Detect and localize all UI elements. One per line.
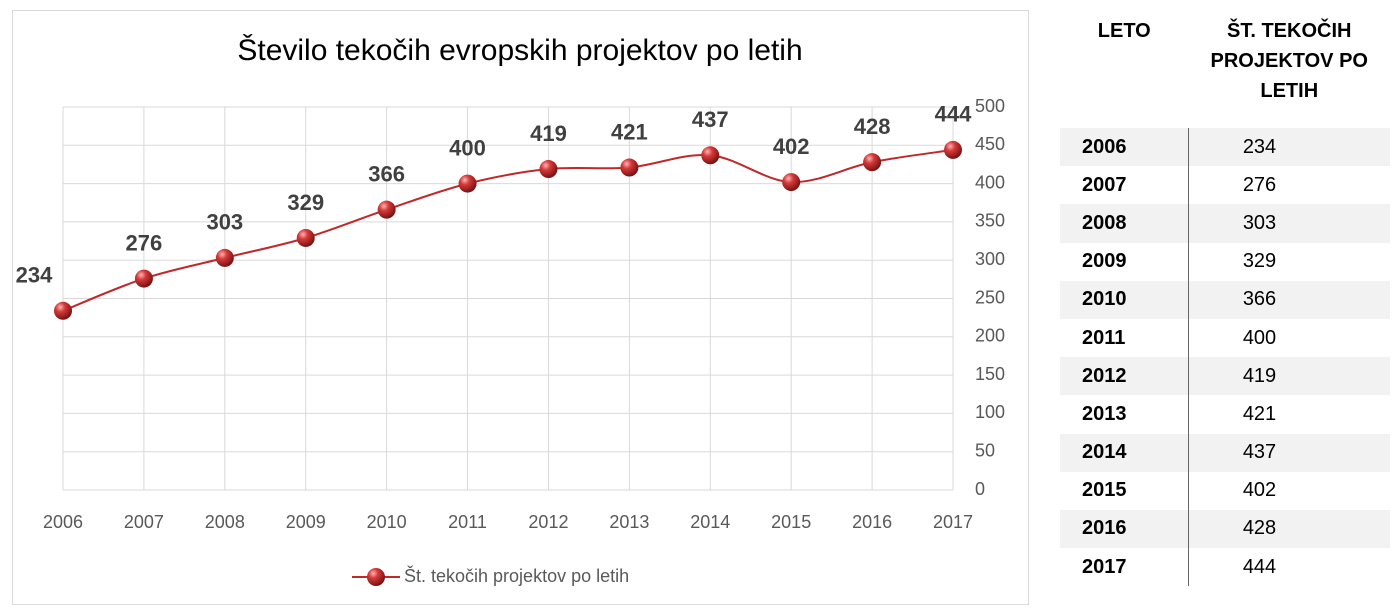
data-label: 303 — [206, 210, 243, 235]
table-row: 2012 419 — [1060, 357, 1390, 396]
table-row: 2014 437 — [1060, 433, 1390, 472]
table-cell: 421 — [1242, 402, 1277, 425]
x-tick-label: 2016 — [852, 512, 892, 532]
x-tick-label: 2014 — [690, 512, 730, 532]
table-cell: 2008 — [1060, 204, 1189, 243]
table-cell: 329 — [1242, 250, 1277, 273]
table-cell: 400 — [1242, 326, 1277, 349]
data-label: 400 — [449, 135, 486, 160]
table-row: 2006 234 — [1060, 128, 1390, 167]
table-cell: 2015 — [1060, 471, 1189, 510]
table-row: 2016 428 — [1060, 509, 1390, 549]
point-marker — [458, 174, 477, 193]
y-tick-label: 250 — [975, 287, 1005, 307]
table-cell: 428 — [1188, 509, 1390, 549]
x-tick-label: 2011 — [448, 512, 487, 532]
table-cell: 303 — [1188, 204, 1390, 243]
y-tick-label: 0 — [975, 479, 985, 499]
table-row: 2010 366 — [1060, 280, 1390, 319]
x-tick-label: 2015 — [771, 512, 811, 532]
point-marker — [620, 158, 639, 177]
table-cell: 2010 — [1060, 280, 1189, 319]
y-tick-label: 300 — [975, 249, 1005, 269]
chart-title: Število tekočih evropskih projektov po l… — [237, 33, 802, 67]
x-tick-label: 2013 — [609, 512, 649, 532]
table-cell: 366 — [1188, 280, 1390, 319]
x-tick-label: 2008 — [205, 512, 245, 532]
table-cell: 276 — [1242, 173, 1277, 196]
y-tick-label: 450 — [975, 134, 1005, 154]
table-cell: 437 — [1188, 433, 1390, 472]
point-marker — [215, 248, 234, 267]
y-tick-label: 350 — [975, 211, 1005, 231]
table-cell: 2009 — [1060, 242, 1189, 281]
point-marker — [296, 228, 315, 247]
data-label: 437 — [692, 107, 729, 132]
table-row: 2011 400 — [1060, 318, 1390, 358]
table-row: 2015 402 — [1060, 471, 1390, 510]
table-cell: 2012 — [1060, 357, 1189, 396]
y-tick-label: 50 — [975, 440, 995, 460]
point-marker — [134, 269, 153, 288]
data-label: 329 — [287, 190, 324, 215]
table-cell: 2016 — [1060, 509, 1189, 549]
table-cell: 234 — [1188, 128, 1390, 167]
chart: Število tekočih evropskih projektov po l… — [12, 10, 1029, 605]
table-row: 2009 329 — [1060, 242, 1390, 281]
point-marker — [539, 160, 558, 179]
legend-label: Št. tekočih projektov po letih — [404, 565, 629, 586]
x-tick-label: 2010 — [367, 512, 407, 532]
table-cell: 2006 — [1060, 128, 1189, 167]
data-label: 234 — [16, 263, 53, 288]
data-label: 419 — [530, 121, 567, 146]
point-marker — [377, 200, 396, 219]
table-row: 2007 276 — [1060, 166, 1390, 205]
data-table: LETO ŠT. TEKOČIH PROJEKTOV PO LETIH 2006… — [1060, 8, 1390, 587]
table-row: 2017 444 — [1060, 548, 1390, 587]
table-cell: 2011 — [1060, 318, 1189, 358]
x-tick-label: 2009 — [286, 512, 326, 532]
table-cell: 2014 — [1060, 433, 1189, 472]
point-marker — [944, 140, 962, 159]
point-marker — [863, 153, 882, 172]
table-cell: 2007 — [1060, 166, 1189, 205]
data-label: 366 — [368, 161, 405, 186]
x-tick-label: 2017 — [933, 512, 973, 532]
y-tick-label: 500 — [975, 96, 1005, 116]
table-cell: 419 — [1188, 357, 1390, 396]
table-row: 2008 303 — [1060, 204, 1390, 243]
x-tick-label: 2006 — [43, 512, 83, 532]
y-tick-label: 400 — [975, 172, 1005, 192]
data-label: 428 — [854, 114, 891, 139]
table-cell: 2013 — [1060, 395, 1189, 434]
legend-marker — [367, 568, 385, 586]
x-tick-label: 2012 — [528, 512, 568, 532]
point-marker — [701, 146, 720, 165]
table-cell: 2017 — [1060, 548, 1189, 587]
point-marker — [782, 173, 801, 192]
point-marker — [54, 301, 72, 320]
data-label: 421 — [611, 119, 648, 144]
data-label: 444 — [935, 102, 972, 127]
table-cell: 402 — [1242, 479, 1277, 502]
y-tick-label: 200 — [975, 326, 1005, 346]
data-label: 276 — [126, 230, 163, 255]
table-cell: 444 — [1242, 555, 1277, 578]
x-tick-label: 2007 — [124, 512, 164, 532]
y-tick-label: 150 — [975, 364, 1005, 384]
chart-frame — [12, 10, 1029, 605]
y-tick-label: 100 — [975, 402, 1005, 422]
data-label: 402 — [773, 134, 810, 159]
table-row: 2013 421 — [1060, 395, 1390, 434]
table-header: LETO — [1097, 20, 1151, 42]
table-header: ŠT. TEKOČIH PROJEKTOV PO LETIH — [1210, 20, 1368, 102]
